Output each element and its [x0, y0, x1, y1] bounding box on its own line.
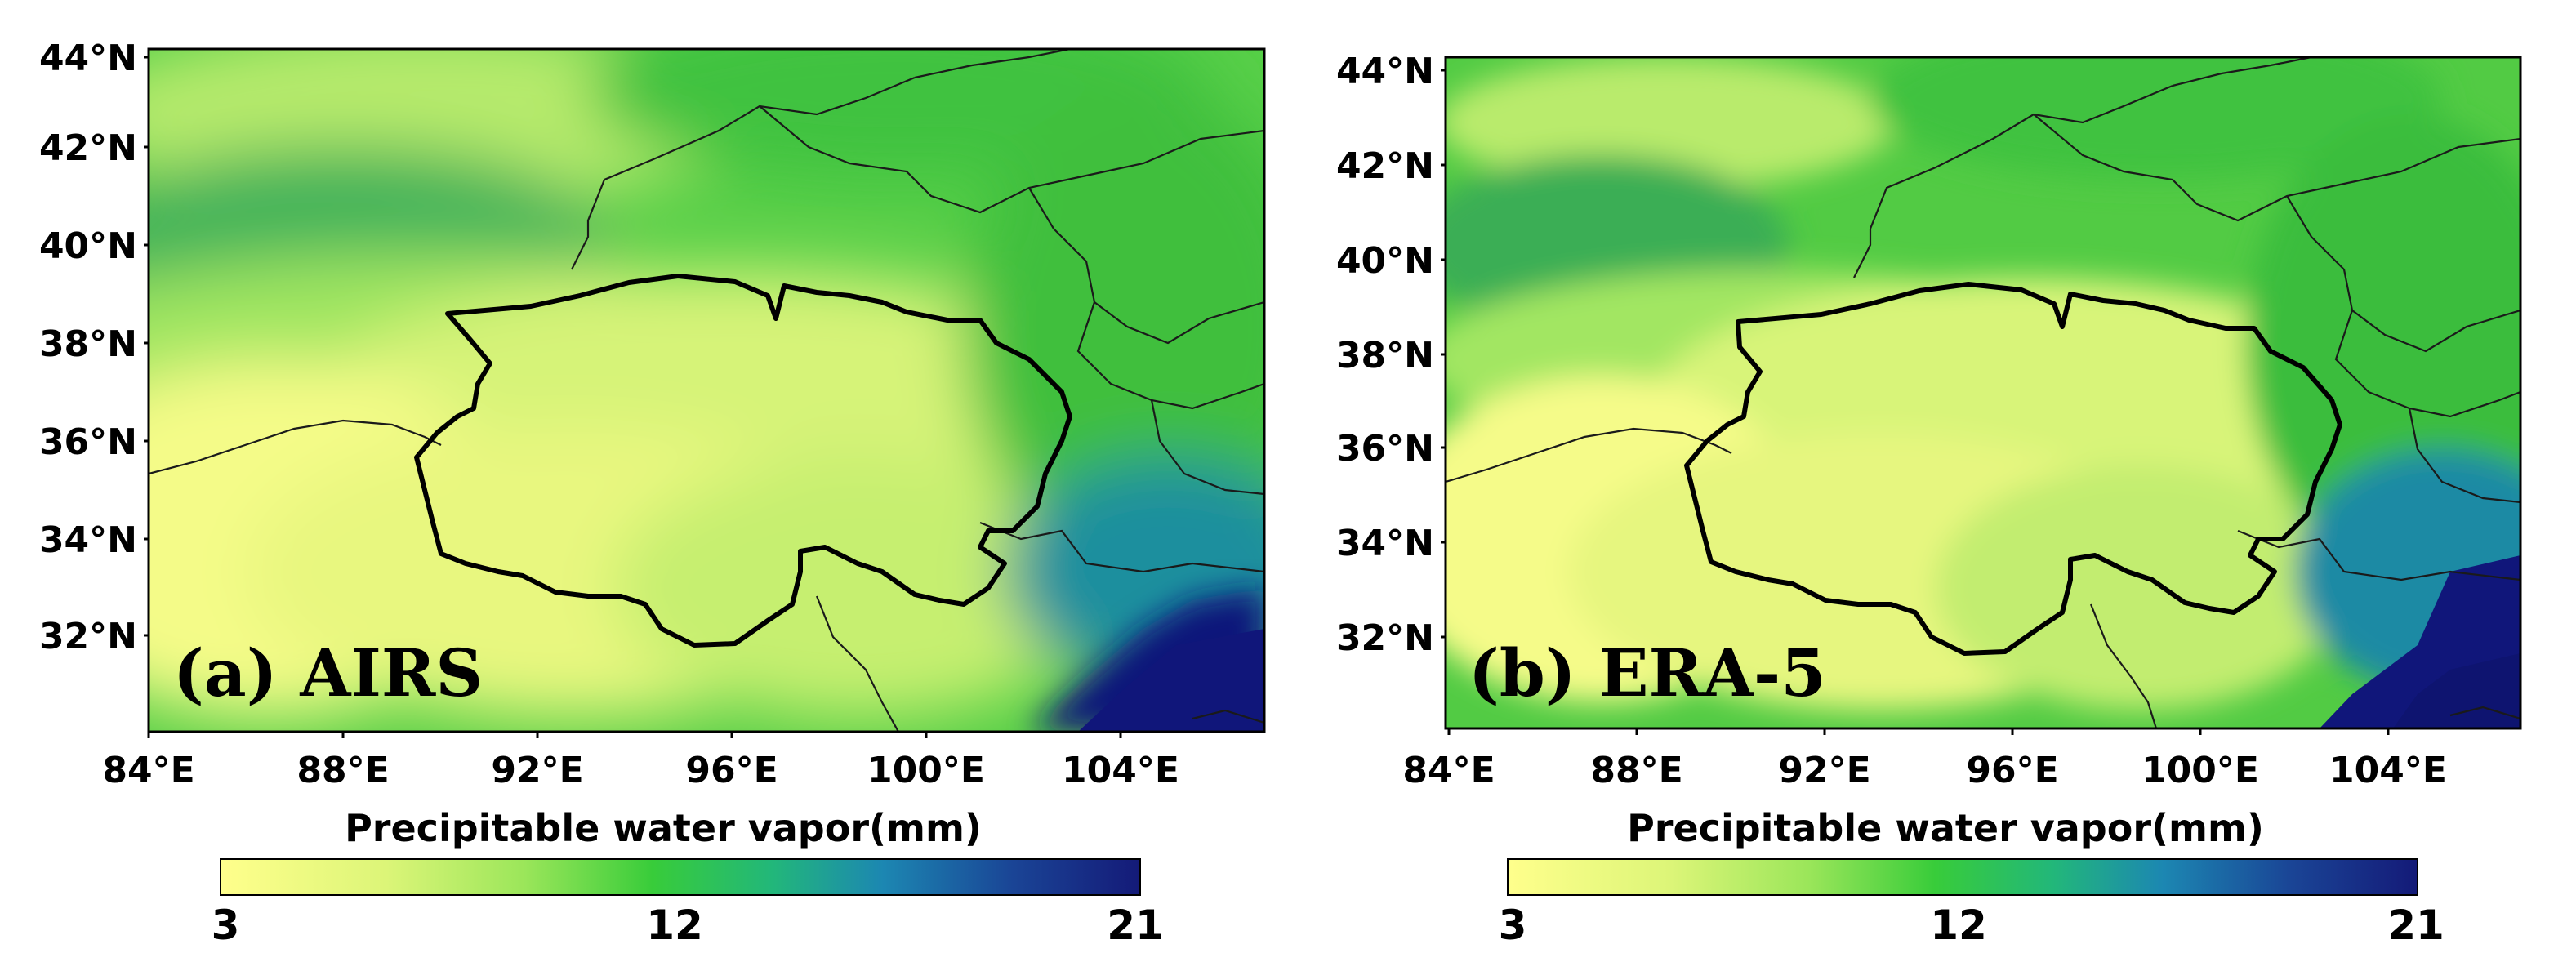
- y-tick-label: 42°N: [39, 127, 137, 169]
- x-tick-label: 100°E: [867, 750, 985, 791]
- panel-label-airs: (a) AIRS: [173, 635, 483, 711]
- x-tick-label: 88°E: [1590, 750, 1682, 791]
- panel-label-era5: (b) ERA-5: [1468, 635, 1826, 711]
- airs-map-field: [149, 49, 1264, 732]
- colorbar-era5: 3 12 21: [1499, 858, 2445, 949]
- colorbar-tick-min: 3: [1499, 902, 1527, 949]
- airs-x-axis: 84°E 88°E 92°E 96°E 100°E 104°E: [102, 732, 1179, 791]
- x-tick-label: 104°E: [2329, 750, 2447, 791]
- x-tick-label: 92°E: [1778, 750, 1870, 791]
- y-tick-label: 32°N: [39, 616, 137, 657]
- y-tick-label: 36°N: [39, 421, 137, 463]
- panel-airs: (a) AIRS 44°N 42°N 40°N 38°N 36°N 34°N 3…: [39, 38, 1266, 949]
- x-tick-label: 96°E: [1966, 750, 2058, 791]
- colorbar-airs: 3 12 21: [212, 858, 1164, 949]
- y-tick-label: 44°N: [1336, 51, 1434, 92]
- airs-map-frame: [147, 47, 1266, 733]
- y-tick-label: 38°N: [39, 323, 137, 365]
- panel-era5: (b) ERA-5 44°N 42°N 40°N 38°N 36°N 34°N …: [1336, 51, 2522, 949]
- era5-map-field: [1446, 57, 2520, 728]
- y-tick-label: 38°N: [1336, 335, 1434, 376]
- colorbar-tick-min: 3: [212, 902, 240, 949]
- x-tick-label: 92°E: [491, 750, 583, 791]
- era5-y-axis: 44°N 42°N 40°N 38°N 36°N 34°N 32°N: [1336, 51, 1446, 659]
- colorbar-tick-max: 21: [2387, 902, 2445, 949]
- y-tick-label: 42°N: [1336, 145, 1434, 187]
- x-tick-label: 84°E: [102, 750, 194, 791]
- era5-x-axis: 84°E 88°E 92°E 96°E 100°E 104°E: [1402, 728, 2447, 791]
- x-tick-label: 104°E: [1062, 750, 1179, 791]
- y-tick-label: 32°N: [1336, 617, 1434, 659]
- colorbar-label-airs: Precipitable water vapor(mm): [345, 806, 982, 850]
- y-tick-label: 40°N: [39, 225, 137, 267]
- y-tick-label: 34°N: [39, 519, 137, 561]
- x-tick-label: 88°E: [296, 750, 389, 791]
- x-tick-label: 96°E: [685, 750, 778, 791]
- x-tick-label: 84°E: [1402, 750, 1495, 791]
- y-tick-label: 36°N: [1336, 428, 1434, 470]
- colorbar-label-era5: Precipitable water vapor(mm): [1627, 806, 2264, 850]
- y-tick-label: 40°N: [1336, 240, 1434, 282]
- y-tick-label: 44°N: [39, 38, 137, 79]
- y-tick-label: 34°N: [1336, 523, 1434, 564]
- era5-map-frame: [1444, 56, 2522, 730]
- x-tick-label: 100°E: [2141, 750, 2259, 791]
- colorbar-tick-mid: 12: [646, 902, 703, 949]
- airs-y-axis: 44°N 42°N 40°N 38°N 36°N 34°N 32°N: [39, 38, 149, 657]
- colorbar-tick-mid: 12: [1930, 902, 1987, 949]
- colorbar-tick-max: 21: [1107, 902, 1164, 949]
